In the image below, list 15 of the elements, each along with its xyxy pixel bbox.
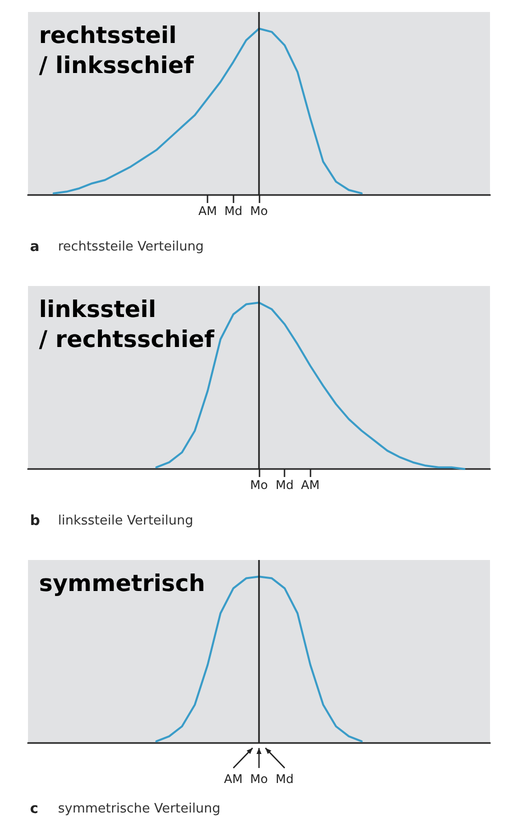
text: b linkssteile Verteilung <box>30 513 194 529</box>
x-tick-label: Mo <box>250 772 268 786</box>
x-tick-label: Md <box>224 204 242 218</box>
x-tick-label: AM <box>198 204 217 218</box>
x-tick-label: Md <box>276 772 294 786</box>
chart-title: rechtssteil / linksschief <box>39 23 195 79</box>
text: c symmetrische Verteilung <box>30 801 220 817</box>
text: a rechtssteile Verteilung <box>30 239 204 255</box>
chart-title: symmetrisch <box>39 571 206 597</box>
x-tick-label: AM <box>224 772 243 786</box>
x-tick-label: AM <box>301 478 320 492</box>
x-tick-label: Mo <box>250 204 268 218</box>
chart-title: linkssteil / rechtsschief <box>39 297 216 353</box>
x-tick-label: Md <box>276 478 294 492</box>
x-tick-label: Mo <box>250 478 268 492</box>
